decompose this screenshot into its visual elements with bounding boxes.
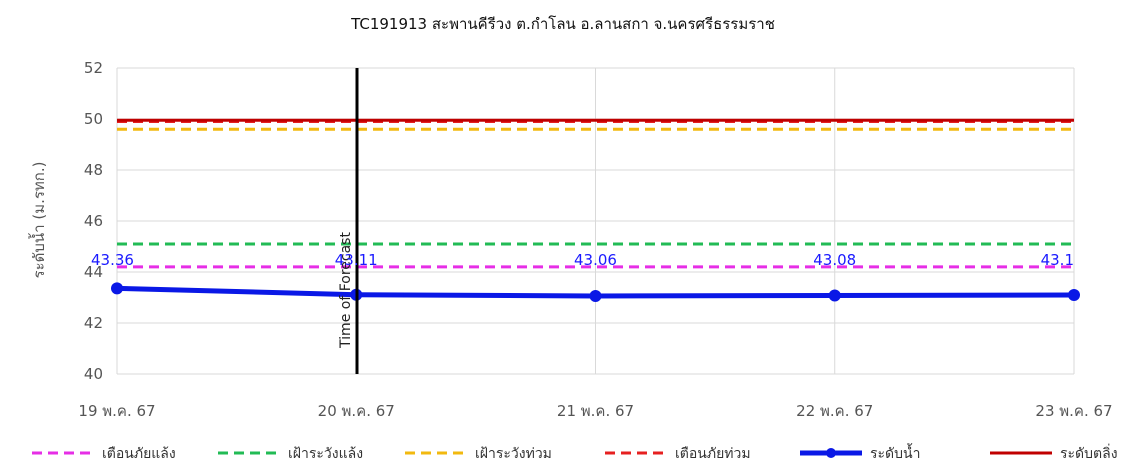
x-tick-label: 20 พ.ค. 67: [318, 402, 395, 420]
x-tick-label: 21 พ.ค. 67: [557, 402, 634, 420]
y-axis-ticks: 40 42 44 46 48 50 52: [84, 59, 103, 383]
chart-legend: เตือนภัยแล้ง เฝ้าระวังแล้ง เฝ้าระวังท่วม เต…: [32, 443, 1118, 462]
y-tick-label: 46: [84, 212, 103, 230]
forecast-label: Time of Forecast: [338, 232, 354, 349]
water-level-data-label: 43.08: [813, 251, 856, 269]
water-level-point: [589, 289, 602, 302]
water-level-point: [828, 289, 841, 302]
water-level-point: [1068, 288, 1080, 301]
x-axis-ticks: 19 พ.ค. 67 20 พ.ค. 67 21 พ.ค. 67 22 พ.ค. 67…: [78, 402, 1112, 420]
y-axis-label: ระดับน้ำ (ม.รทก.): [28, 162, 48, 279]
data-labels: 43.36 43.11 43.06 43.08 43.1: [91, 251, 1074, 269]
y-tick-label: 50: [84, 110, 103, 128]
y-tick-label: 44: [84, 263, 103, 281]
water-level-point: [111, 282, 123, 295]
legend-item-label: ระดับตลิ่ง: [1060, 444, 1118, 462]
legend-item-label: ระดับน้ำ: [870, 443, 920, 462]
legend-marker: [826, 448, 836, 458]
y-tick-label: 52: [84, 59, 103, 77]
legend-item-label: เฝ้าระวังแล้ง: [288, 446, 363, 462]
water-level-data-label: 43.06: [574, 251, 617, 269]
x-tick-label: 19 พ.ค. 67: [78, 402, 155, 420]
forecast-annotation: Time of Forecast: [338, 68, 359, 374]
water-level-data-label: 43.36: [91, 251, 134, 269]
chart-series: [111, 118, 1080, 302]
chart-title: TC191913 สะพานคีรีวง ต.กำโลน อ.ลานสกา จ.…: [350, 15, 775, 33]
y-tick-label: 40: [84, 365, 103, 383]
x-tick-label: 23 พ.ค. 67: [1035, 402, 1112, 420]
legend-item-label: เตือนภัยท่วม: [675, 446, 751, 462]
chart-grid: [116, 67, 1075, 375]
legend-item-label: เฝ้าระวังท่วม: [475, 446, 552, 462]
water-level-data-label: 43.1: [1041, 251, 1074, 269]
x-tick-label: 22 พ.ค. 67: [796, 402, 873, 420]
water-level-data-label: 43.11: [335, 251, 378, 269]
y-tick-label: 42: [84, 314, 103, 332]
legend-item-label: เตือนภัยแล้ง: [102, 446, 176, 462]
y-tick-label: 48: [84, 161, 103, 179]
